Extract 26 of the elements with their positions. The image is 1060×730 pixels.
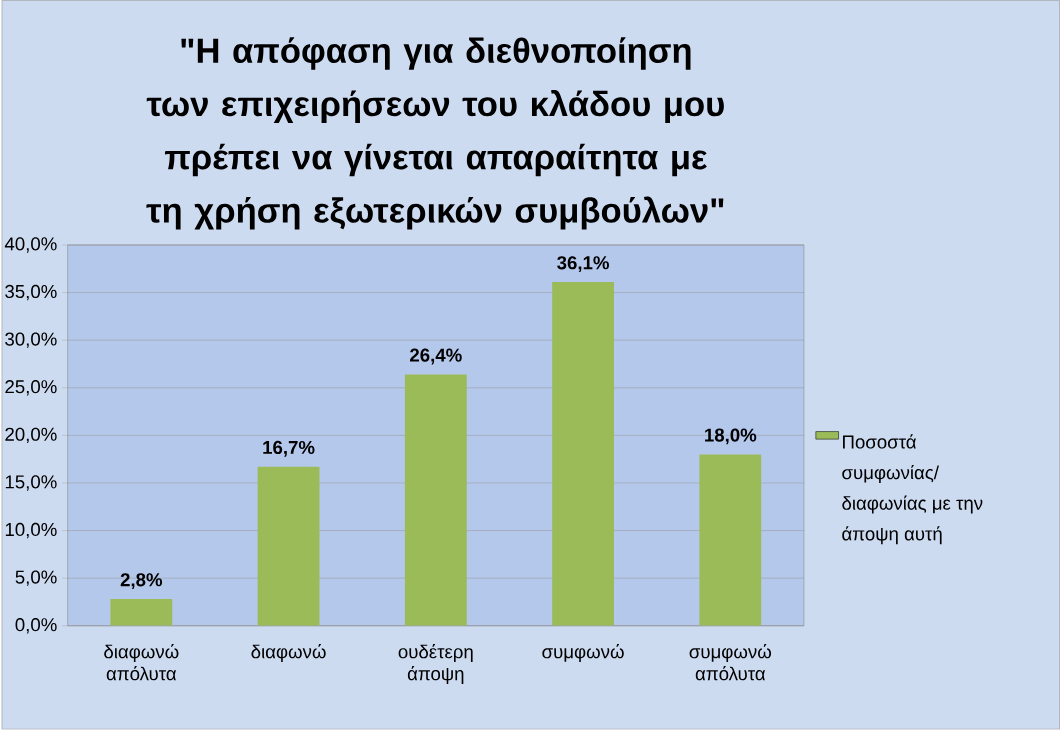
y-tick-label: 30,0% — [5, 332, 57, 349]
y-tick-label: 0,0% — [15, 618, 57, 634]
legend-label: Ποσοστά συμφωνίας/ διαφωνίας με την άποψη αυτή — [842, 434, 983, 545]
bar — [699, 454, 762, 626]
bar — [257, 466, 320, 626]
y-tick-label: 35,0% — [5, 285, 57, 301]
data-label: 26,4% — [410, 348, 462, 365]
y-tick-label: 25,0% — [5, 380, 57, 396]
x-tick-label: διαφωνώ απόλυτα — [104, 644, 179, 681]
x-tick-label: διαφωνώ — [251, 644, 326, 663]
x-tick-label: συμφωνώ — [542, 644, 624, 663]
y-tick-label: 40,0% — [4, 237, 57, 253]
data-label: 18,0% — [705, 428, 757, 445]
data-label: 2,8% — [120, 573, 163, 590]
y-tick-label: 15,0% — [5, 475, 57, 491]
data-label: 36,1% — [557, 256, 609, 273]
y-tick-label: 10,0% — [5, 523, 57, 539]
x-tick-label: ουδέτερη άποψη — [398, 644, 473, 685]
chart-title: "Η απόφαση για διεθνοποίηση των επιχειρήσεων του κλάδου μου πρέπει να γίνεται απαραίτητα με τη χρήση εξωτερικών συμβούλων" — [146, 37, 724, 230]
data-label: 16,7% — [263, 441, 315, 457]
bar — [110, 599, 173, 626]
y-tick-label: 5,0% — [15, 570, 57, 587]
x-tick-label: συμφωνώ απόλυτα — [689, 644, 772, 681]
bar — [552, 282, 614, 626]
y-tick-label: 20,0% — [5, 427, 57, 444]
bar — [404, 374, 467, 626]
